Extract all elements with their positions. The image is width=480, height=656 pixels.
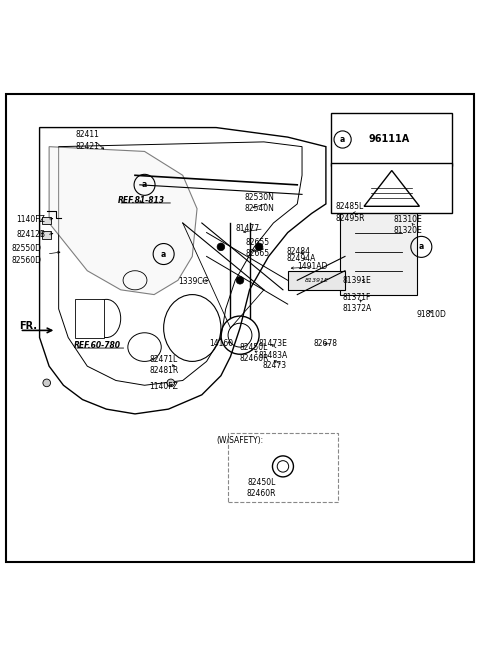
FancyBboxPatch shape bbox=[288, 271, 345, 290]
FancyBboxPatch shape bbox=[340, 199, 417, 295]
Text: 82450L
82460R: 82450L 82460R bbox=[239, 343, 268, 363]
Text: 81391E: 81391E bbox=[304, 277, 328, 283]
Text: (W/SAFETY):: (W/SAFETY): bbox=[216, 436, 264, 445]
Text: 81310E
81320E: 81310E 81320E bbox=[394, 215, 422, 236]
Text: 82494A: 82494A bbox=[287, 255, 316, 263]
Text: a: a bbox=[161, 249, 166, 258]
Text: 1140FZ: 1140FZ bbox=[17, 215, 46, 224]
Text: 1339CC: 1339CC bbox=[178, 277, 208, 286]
Text: 96111A: 96111A bbox=[369, 134, 410, 144]
Text: 81477: 81477 bbox=[235, 224, 259, 234]
Text: 82471L
82481R: 82471L 82481R bbox=[149, 355, 179, 375]
Text: 81371F
81372A: 81371F 81372A bbox=[343, 293, 372, 313]
Circle shape bbox=[236, 276, 244, 284]
Text: REF.81-813: REF.81-813 bbox=[118, 195, 165, 205]
FancyBboxPatch shape bbox=[6, 94, 474, 562]
Text: a: a bbox=[340, 135, 345, 144]
Text: 1140FZ: 1140FZ bbox=[149, 382, 178, 391]
Text: 82678: 82678 bbox=[313, 339, 337, 348]
Text: 82412B: 82412B bbox=[17, 230, 46, 239]
Text: 82450L
82460R: 82450L 82460R bbox=[247, 478, 276, 498]
Text: REF.60-780: REF.60-780 bbox=[74, 340, 121, 350]
Text: 14160: 14160 bbox=[209, 339, 233, 348]
Circle shape bbox=[167, 379, 175, 386]
FancyBboxPatch shape bbox=[42, 216, 51, 224]
Text: FR.: FR. bbox=[20, 321, 37, 331]
Text: 82655
82665: 82655 82665 bbox=[246, 238, 270, 258]
Text: 82485L
82495R: 82485L 82495R bbox=[336, 203, 365, 222]
Text: 81391E: 81391E bbox=[343, 276, 372, 285]
Text: 82530N
82540N: 82530N 82540N bbox=[245, 193, 275, 213]
Text: a: a bbox=[419, 242, 424, 251]
Text: 81473E
81483A: 81473E 81483A bbox=[258, 339, 288, 359]
FancyBboxPatch shape bbox=[75, 299, 104, 338]
Text: 82484: 82484 bbox=[287, 247, 311, 256]
FancyBboxPatch shape bbox=[331, 163, 452, 213]
Text: 82411
82421: 82411 82421 bbox=[75, 131, 99, 150]
Polygon shape bbox=[49, 147, 197, 295]
Circle shape bbox=[217, 243, 225, 251]
Circle shape bbox=[255, 243, 263, 251]
FancyBboxPatch shape bbox=[228, 433, 338, 502]
FancyBboxPatch shape bbox=[331, 113, 452, 166]
FancyBboxPatch shape bbox=[42, 231, 51, 239]
Circle shape bbox=[43, 379, 50, 386]
Text: 1491AD: 1491AD bbox=[297, 262, 328, 272]
Text: 91810D: 91810D bbox=[417, 310, 446, 319]
Text: 82550D
82560D: 82550D 82560D bbox=[12, 245, 42, 264]
Text: a: a bbox=[142, 180, 147, 190]
Text: 82473: 82473 bbox=[263, 361, 287, 370]
